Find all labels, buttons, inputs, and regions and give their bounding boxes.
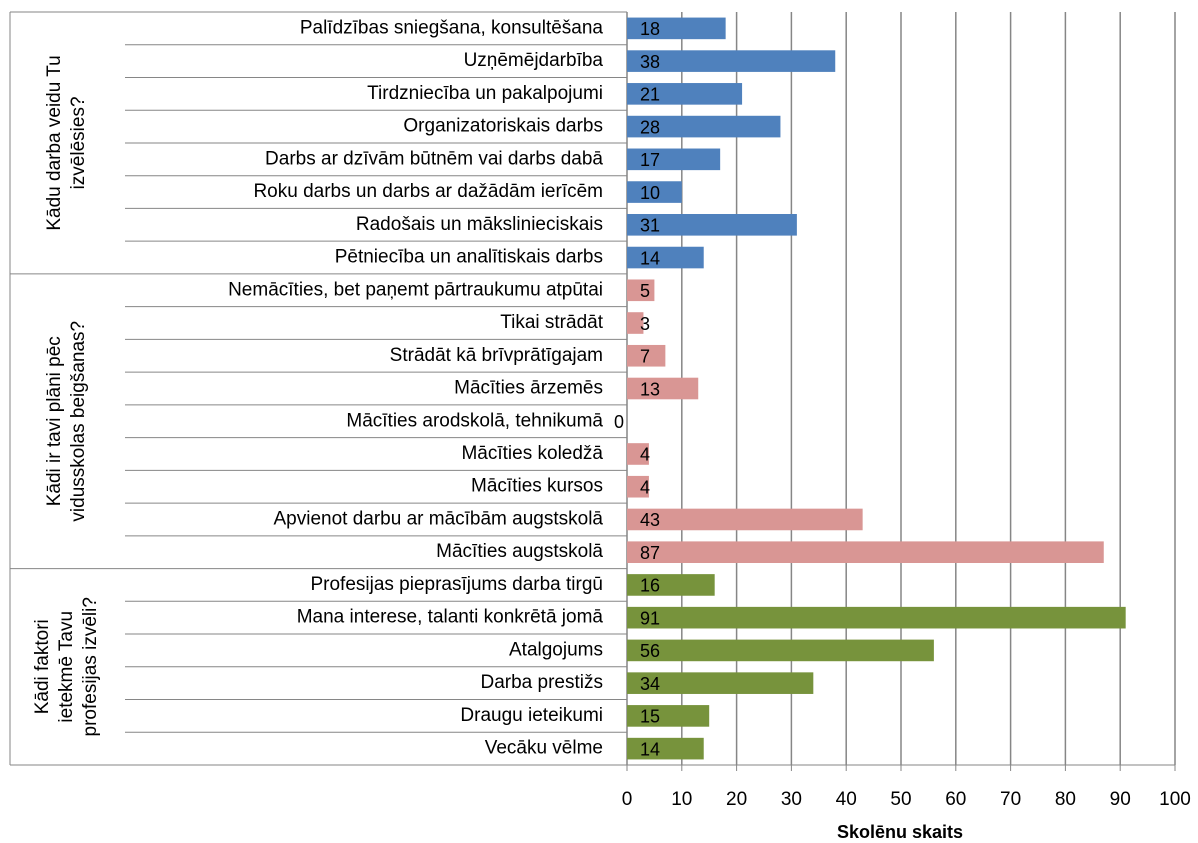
group-label-line: vidusskolas beigšanas? [68,321,89,522]
value-label: 0 [614,412,624,432]
x-tick-label: 80 [1055,789,1076,810]
category-label: Organizatoriskais darbs [403,116,603,137]
value-label: 17 [640,150,660,170]
bar [627,312,644,334]
value-label: 16 [640,576,660,596]
category-label: Vecāku vēlme [485,738,603,759]
x-tick-label: 90 [1110,789,1131,810]
category-label: Radošais un mākslinieciskais [356,214,603,235]
category-label: Roku darbs un darbs ar dažādām ierīcēm [253,181,603,202]
category-label: Darbs ar dzīvām būtnēm vai darbs dabā [265,148,603,169]
bar [627,83,743,105]
category-label: Atalgojums [509,639,603,660]
value-label: 87 [640,543,660,563]
group-label: Kādu darba veidu Tu izvēlēsies? [44,55,89,230]
value-label: 28 [640,117,660,137]
category-label: Pētniecība un analītiskais darbs [335,247,603,268]
value-label: 18 [640,19,660,39]
bar [627,672,814,694]
category-label: Mācīties koledžā [461,443,603,464]
category-label: Strādāt kā brīvprātīgajam [390,345,603,366]
bar [627,115,781,138]
bar [627,344,666,367]
bar [627,279,655,302]
value-label: 4 [640,477,650,497]
category-label: Tirdzniecība un pakalpojumi [367,83,603,104]
bar [627,475,649,498]
value-label: 13 [640,379,660,399]
bar [627,639,934,662]
group-label-line: ietekmē Tavu [56,611,77,723]
bar [627,606,1126,629]
category-label: Mācīties arodskolā, tehnikumā [346,410,603,431]
x-tick-label: 30 [781,789,802,810]
category-label: Mana interese, talanti konkrētā jomā [297,607,604,628]
bar [627,574,715,596]
value-label: 21 [640,85,660,105]
x-tick-label: 0 [622,789,633,810]
bar [627,214,797,236]
value-label: 4 [640,445,650,465]
x-tick-label: 50 [890,789,911,810]
x-axis-title: Skolēnu skaits [837,822,963,842]
bar [627,737,704,760]
category-label: Mācīties augstskolā [436,541,603,562]
category-label: Mācīties kursos [471,476,603,497]
category-label: Mācīties ārzemēs [454,378,603,399]
category-label: Darba prestižs [481,672,604,693]
bar [627,17,726,40]
value-label: 43 [640,510,660,530]
value-label: 7 [640,347,650,367]
bar [627,541,1104,563]
bar [627,508,863,531]
x-tick-label: 100 [1159,789,1191,810]
value-label: 14 [640,248,660,268]
value-label: 56 [640,641,660,661]
bar [627,377,699,400]
value-label: 15 [640,707,660,727]
value-label: 34 [640,674,660,694]
group-label: Kādi ir tavi plāni pēc vidusskolas beigša… [44,321,89,522]
group-label: Kādi faktori ietekmē Tavu profesijas izvēl… [32,597,101,736]
category-label: Tikai strādāt [500,312,603,333]
group-label-line: izvēlēsies? [68,96,89,189]
x-tick-label: 40 [836,789,857,810]
x-tick-label: 20 [726,789,747,810]
group-label-line: Kādi ir tavi plāni pēc [44,336,65,506]
bar [627,181,682,203]
x-tick-label: 10 [671,789,692,810]
x-tick-label: 60 [945,789,966,810]
x-tick-label: 70 [1000,789,1021,810]
value-label: 5 [640,281,650,301]
category-label: Palīdzības sniegšana, konsultēšana [300,17,604,38]
value-label: 14 [640,739,660,759]
group-label-line: Kādi faktori [32,619,53,714]
category-label: Apvienot darbu ar mācībām augstskolā [273,508,603,529]
category-label: Nemācīties, bet paņemt pārtraukumu atpūt… [228,279,603,300]
category-label: Profesijas pieprasījums darba tirgū [310,574,603,595]
bar [627,705,710,727]
value-label: 10 [640,183,660,203]
bar [627,246,704,269]
group-label-line: Kādu darba veidu Tu [44,55,65,230]
group-label-line: profesijas izvēli? [80,597,101,736]
bar [627,443,649,465]
value-label: 91 [640,608,660,628]
category-label: Draugu ieteikumi [460,705,603,726]
value-label: 3 [640,314,650,334]
bar [627,148,721,171]
value-label: 38 [640,52,660,72]
bar [627,50,836,72]
value-label: 31 [640,216,660,236]
category-label: Uzņēmējdarbība [464,50,604,71]
